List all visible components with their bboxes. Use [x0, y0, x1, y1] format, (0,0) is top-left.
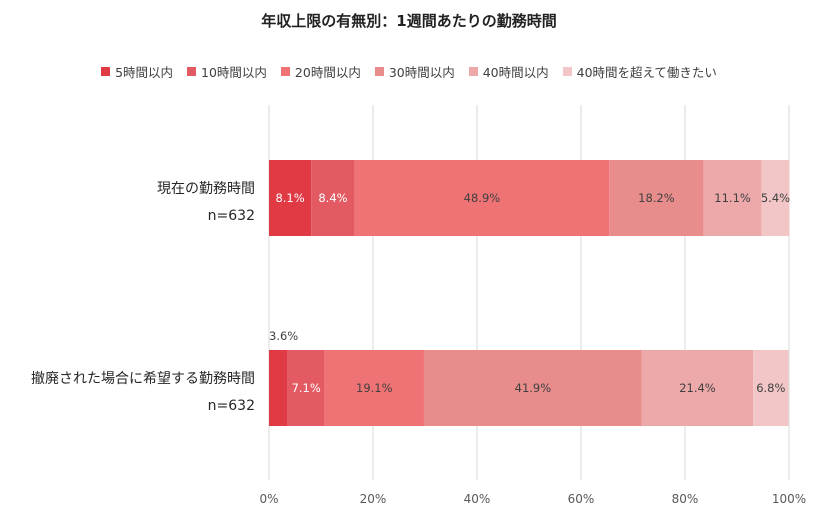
legend-label: 30時間以内: [388, 65, 455, 80]
bar-segment: [287, 350, 325, 426]
x-tick-label: 20%: [360, 492, 387, 506]
legend-swatch: [374, 67, 384, 76]
bar-segment: [641, 350, 754, 426]
legend-label: 40時間以内: [482, 65, 549, 80]
bar-segment: [753, 350, 789, 426]
legend-item: 20時間以内: [280, 62, 361, 81]
bar-segment: [269, 350, 288, 426]
legend-item: 40時間以内: [468, 62, 549, 81]
data-label: 41.9%: [515, 381, 552, 395]
category-label: 撤廃された場合に希望する勤務時間: [31, 370, 255, 387]
data-label: 6.8%: [756, 381, 785, 395]
x-tick-label: 0%: [259, 492, 278, 506]
data-label: 3.6%: [269, 329, 298, 343]
legend-label: 20時間以内: [294, 65, 361, 80]
bar-segment: [324, 350, 424, 426]
legend-item: 10時間以内: [187, 62, 267, 81]
data-label: 11.1%: [714, 191, 751, 205]
data-label: 8.1%: [275, 191, 304, 205]
legend-item: 30時間以内: [374, 62, 455, 81]
x-tick-label: 100%: [772, 492, 806, 506]
bar-segment: [311, 160, 355, 236]
bar-segment: [761, 160, 790, 236]
data-label: 7.1%: [292, 381, 321, 395]
legend-swatch: [187, 67, 197, 76]
data-label: 8.4%: [318, 191, 347, 205]
data-label: 19.1%: [356, 381, 393, 395]
data-label: 21.4%: [679, 381, 716, 395]
bar-segment: [423, 350, 642, 426]
data-label: 5.4%: [761, 191, 790, 205]
category-n-label: n=632: [208, 398, 255, 414]
legend-label: 10時間以内: [201, 65, 267, 80]
bar-segment: [609, 160, 704, 236]
legend-swatch: [468, 67, 478, 76]
bar-segment: [269, 160, 312, 236]
legend: 5時間以内 10時間以内 20時間以内 30時間以内 40時間以内 40時間を超えて働きた…: [0, 62, 818, 81]
data-label: 48.9%: [464, 191, 501, 205]
x-tick-label: 80%: [672, 492, 699, 506]
data-label: 18.2%: [638, 191, 675, 205]
category-n-label: n=632: [208, 208, 255, 224]
x-tick-label: 40%: [464, 492, 491, 506]
bar-segment: [703, 160, 762, 236]
x-tick-label: 60%: [568, 492, 595, 506]
legend-label: 5時間以内: [115, 65, 174, 80]
legend-item: 5時間以内: [101, 62, 173, 81]
legend-swatch: [280, 67, 290, 76]
chart-title: 年収上限の有無別：1週間あたりの勤務時間: [261, 12, 557, 30]
legend-swatch: [101, 67, 111, 76]
legend-item: 40時間を超えて働きたい: [562, 62, 717, 81]
category-label: 現在の勤務時間: [157, 181, 255, 197]
legend-label: 40時間を超えて働きたい: [576, 65, 717, 80]
legend-swatch: [562, 67, 572, 76]
bar-segment: [354, 160, 610, 236]
